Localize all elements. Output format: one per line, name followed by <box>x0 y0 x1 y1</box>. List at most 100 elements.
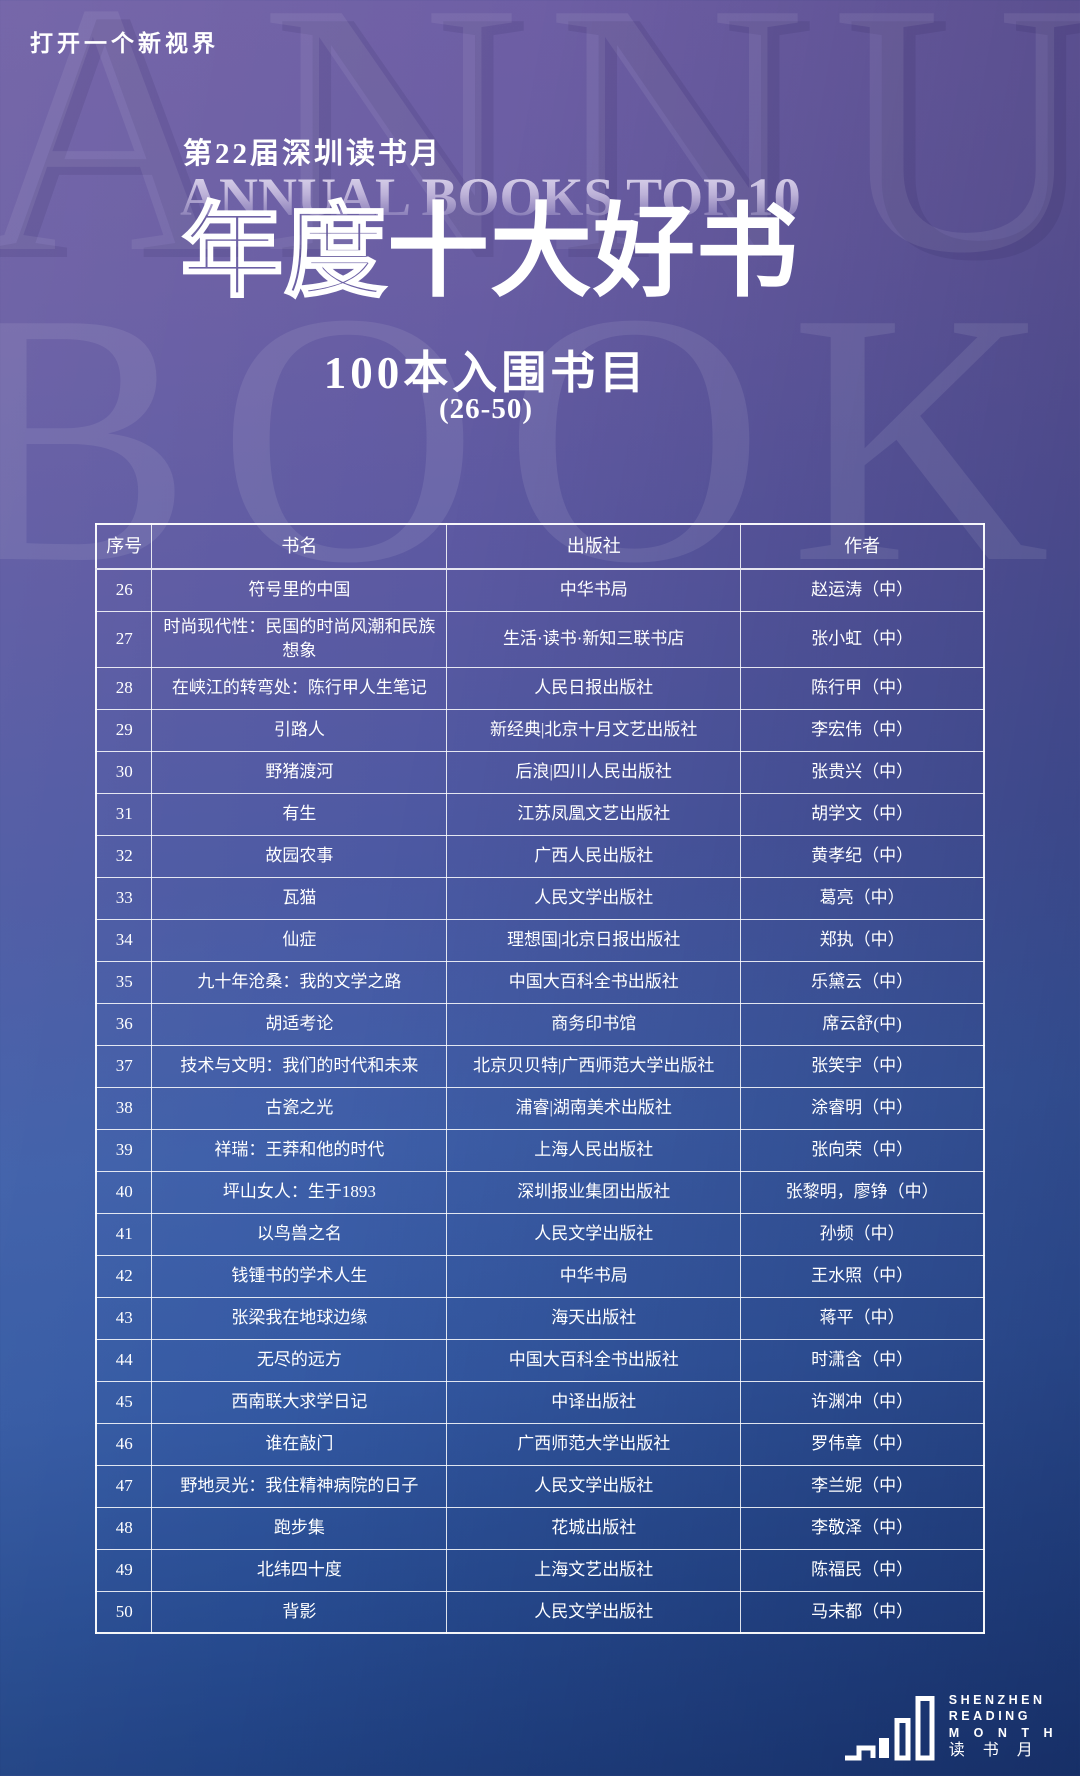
cell-index: 38 <box>95 1086 153 1130</box>
table-row: 41 以鸟兽之名 人民文学出版社 孙频（中） <box>95 1212 985 1256</box>
cell-author: 陈福民（中） <box>740 1548 985 1592</box>
table-row: 43 张梁我在地球边缘 海天出版社 蒋平（中） <box>95 1296 985 1340</box>
table-body: 26 符号里的中国 中华书局 赵运涛（中） 27 时尚现代性：民国的时尚风潮和民族想象 生活… <box>95 568 985 1634</box>
cell-index: 35 <box>95 960 153 1004</box>
cell-publisher: 花城出版社 <box>446 1506 742 1550</box>
cell-book-title: 故园农事 <box>151 834 448 878</box>
cell-index: 37 <box>95 1044 153 1088</box>
range-label: (26-50) <box>439 393 533 425</box>
cell-index: 42 <box>95 1254 153 1298</box>
cell-index: 48 <box>95 1506 153 1550</box>
cell-publisher: 深圳报业集团出版社 <box>446 1170 742 1214</box>
cell-index: 46 <box>95 1422 153 1466</box>
cell-author: 陈行甲（中） <box>740 666 985 710</box>
cell-index: 29 <box>95 708 153 752</box>
cell-book-title: 九十年沧桑：我的文学之路 <box>151 960 448 1004</box>
cell-index: 32 <box>95 834 153 878</box>
cell-book-title: 谁在敲门 <box>151 1422 448 1466</box>
cell-author: 孙频（中） <box>740 1212 985 1256</box>
cell-publisher: 生活·读书·新知三联书店 <box>446 610 742 668</box>
cell-book-title: 西南联大求学日记 <box>151 1380 448 1424</box>
logo-line-shenzhen: SHENZHEN <box>948 1693 1046 1707</box>
event-title: 第22届深圳读书月 <box>183 138 443 170</box>
logo-line-month: M O N T H <box>948 1725 1058 1740</box>
cell-author: 蒋平（中） <box>740 1296 985 1340</box>
table-row: 47 野地灵光：我住精神病院的日子 人民文学出版社 李兰妮（中） <box>95 1464 985 1508</box>
cell-book-title: 古瓷之光 <box>151 1086 448 1130</box>
cell-publisher: 理想国|北京日报出版社 <box>446 918 742 962</box>
cell-index: 45 <box>95 1380 153 1424</box>
cell-author: 张贵兴（中） <box>740 750 985 794</box>
title-chinese-solid: 十大好书 <box>387 197 799 310</box>
tagline: 打开一个新视界 <box>30 31 219 56</box>
bar-steps-icon <box>844 1695 935 1761</box>
cell-book-title: 野地灵光：我住精神病院的日子 <box>151 1464 448 1508</box>
table-row: 42 钱锺书的学术人生 中华书局 王水照（中） <box>95 1254 985 1298</box>
cell-publisher: 中国大百科全书出版社 <box>446 960 742 1004</box>
cell-book-title: 跑步集 <box>151 1506 448 1550</box>
cell-author: 张笑宇（中） <box>740 1044 985 1088</box>
cell-index: 28 <box>95 666 153 710</box>
cell-author: 郑执（中） <box>740 918 985 962</box>
cell-publisher: 上海人民出版社 <box>446 1128 742 1172</box>
cell-publisher: 江苏凤凰文艺出版社 <box>446 792 742 836</box>
table-row: 48 跑步集 花城出版社 李敬泽（中） <box>95 1506 985 1550</box>
cell-publisher: 广西人民出版社 <box>446 834 742 878</box>
cell-book-title: 北纬四十度 <box>151 1548 448 1592</box>
cell-book-title: 时尚现代性：民国的时尚风潮和民族想象 <box>151 610 448 668</box>
cell-index: 26 <box>95 568 153 612</box>
cell-index: 47 <box>95 1464 153 1508</box>
cell-author: 许渊冲（中） <box>740 1380 985 1424</box>
cell-index: 31 <box>95 792 153 836</box>
table-row: 32 故园农事 广西人民出版社 黄孝纪（中） <box>95 834 985 878</box>
table-row: 50 背影 人民文学出版社 马未都（中） <box>95 1590 985 1634</box>
cell-publisher: 中华书局 <box>446 1254 742 1298</box>
cell-publisher: 中华书局 <box>446 568 742 612</box>
header-index: 序号 <box>95 523 153 570</box>
table-header: 序号 书名 出版社 作者 <box>95 523 985 570</box>
cell-publisher: 中译出版社 <box>446 1380 742 1424</box>
cell-publisher: 人民日报出版社 <box>446 666 742 710</box>
table-row: 30 野猪渡河 后浪|四川人民出版社 张贵兴（中） <box>95 750 985 794</box>
cell-index: 27 <box>95 610 153 668</box>
cell-publisher: 人民文学出版社 <box>446 876 742 920</box>
table-row: 34 仙症 理想国|北京日报出版社 郑执（中） <box>95 918 985 962</box>
table-row: 27 时尚现代性：民国的时尚风潮和民族想象 生活·读书·新知三联书店 张小虹（中） <box>95 610 985 668</box>
cell-author: 李宏伟（中） <box>740 708 985 752</box>
cell-publisher: 新经典|北京十月文艺出版社 <box>446 708 742 752</box>
cell-index: 39 <box>95 1128 153 1172</box>
cell-publisher: 人民文学出版社 <box>446 1590 742 1634</box>
cell-author: 涂睿明（中） <box>740 1086 985 1130</box>
cell-author: 李兰妮（中） <box>740 1464 985 1508</box>
cell-book-title: 符号里的中国 <box>151 568 448 612</box>
cell-publisher: 人民文学出版社 <box>446 1464 742 1508</box>
cell-book-title: 有生 <box>151 792 448 836</box>
table-row: 36 胡适考论 商务印书馆 席云舒(中) <box>95 1002 985 1046</box>
cell-author: 张小虹（中） <box>740 610 985 668</box>
table-row: 33 瓦猫 人民文学出版社 葛亮（中） <box>95 876 985 920</box>
table-row: 44 无尽的远方 中国大百科全书出版社 时潇含（中） <box>95 1338 985 1382</box>
cell-publisher: 中国大百科全书出版社 <box>446 1338 742 1382</box>
cell-author: 胡学文（中） <box>740 792 985 836</box>
cell-index: 34 <box>95 918 153 962</box>
table-row: 39 祥瑞：王莽和他的时代 上海人民出版社 张向荣（中） <box>95 1128 985 1172</box>
cell-book-title: 胡适考论 <box>151 1002 448 1046</box>
cell-book-title: 在峡江的转弯处：陈行甲人生笔记 <box>151 666 448 710</box>
title-english: ANNUAL BOOKS TOP 10 <box>180 167 801 227</box>
cell-book-title: 引路人 <box>151 708 448 752</box>
cell-index: 36 <box>95 1002 153 1046</box>
cell-publisher: 海天出版社 <box>446 1296 742 1340</box>
table-row: 37 技术与文明：我们的时代和未来 北京贝贝特|广西师范大学出版社 张笑宇（中） <box>95 1044 985 1088</box>
cell-book-title: 野猪渡河 <box>151 750 448 794</box>
cell-author: 马未都（中） <box>740 1590 985 1634</box>
cell-index: 49 <box>95 1548 153 1592</box>
reading-month-logo: SHENZHEN READING M O N T H 读 书 月 <box>843 1692 1058 1764</box>
cell-author: 张黎明，廖铮（中） <box>740 1170 985 1214</box>
cell-author: 乐黛云（中） <box>740 960 985 1004</box>
cell-book-title: 张梁我在地球边缘 <box>151 1296 448 1340</box>
table-row: 40 坪山女人：生于1893 深圳报业集团出版社 张黎明，廖铮（中） <box>95 1170 985 1214</box>
cell-book-title: 技术与文明：我们的时代和未来 <box>151 1044 448 1088</box>
logo-line-chinese: 读 书 月 <box>948 1741 1040 1759</box>
table-row: 29 引路人 新经典|北京十月文艺出版社 李宏伟（中） <box>95 708 985 752</box>
header-author: 作者 <box>740 523 985 570</box>
